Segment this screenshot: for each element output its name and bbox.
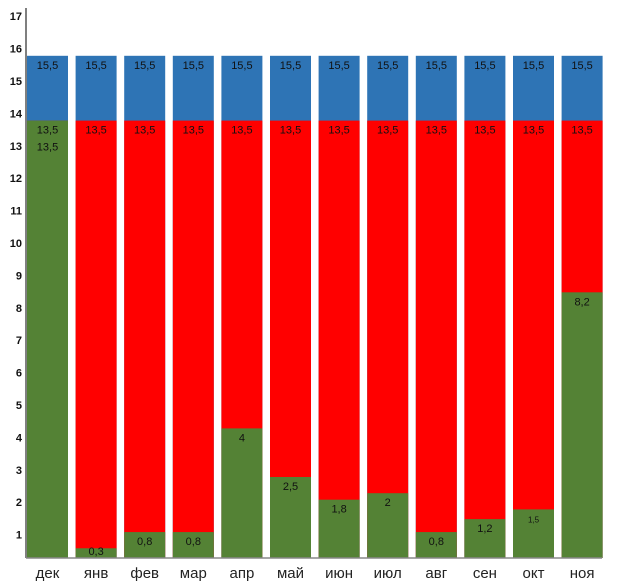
y-tick-label: 9 xyxy=(16,270,22,282)
bar-red-10 xyxy=(513,120,554,558)
y-tick-label: 17 xyxy=(10,11,22,23)
x-tick-label: апр xyxy=(229,565,254,582)
bar-green-9 xyxy=(464,519,506,558)
y-tick-label: 4 xyxy=(16,432,23,444)
bar-green-10 xyxy=(513,509,554,558)
data-label-red-11: 13,5 xyxy=(571,125,592,137)
data-label-green-4: 4 xyxy=(239,432,245,444)
data-label-blue-10: 15,5 xyxy=(523,60,544,72)
data-label-blue-5: 15,5 xyxy=(280,60,301,72)
data-label-blue-6: 15,5 xyxy=(328,60,349,72)
y-tick-label: 2 xyxy=(16,497,22,509)
bar-green-7 xyxy=(367,493,409,558)
data-label-blue-9: 15,5 xyxy=(474,60,495,72)
data-label-blue-4: 15,5 xyxy=(231,60,252,72)
x-tick-label: окт xyxy=(523,565,545,582)
x-tick-label: авг xyxy=(425,565,447,582)
data-label-blue-0: 15,5 xyxy=(37,60,58,72)
data-label-green-2: 0,8 xyxy=(137,536,152,548)
data-label-red-9: 13,5 xyxy=(474,125,495,137)
bar-red-9 xyxy=(464,120,506,558)
bar-red-8 xyxy=(415,120,457,558)
x-tick-label: июн xyxy=(325,565,353,582)
data-label-red-6: 13,5 xyxy=(328,125,349,137)
y-tick-label: 14 xyxy=(10,108,23,120)
y-tick-label: 11 xyxy=(10,206,22,218)
data-label-green-7: 2 xyxy=(385,497,391,509)
y-tick-label: 16 xyxy=(10,44,22,56)
y-tick-label: 15 xyxy=(10,76,22,88)
y-tick-label: 8 xyxy=(16,303,22,315)
data-label-blue-3: 15,5 xyxy=(183,60,204,72)
y-tick-label: 6 xyxy=(16,368,22,380)
data-label-red-8: 13,5 xyxy=(426,125,447,137)
data-label-green-10: 1,5 xyxy=(528,515,540,524)
y-tick-label: 12 xyxy=(10,173,22,185)
bar-red-2 xyxy=(124,120,166,558)
y-tick-label: 7 xyxy=(16,335,22,347)
bar-green-11 xyxy=(561,292,603,558)
data-label-red-1: 13,5 xyxy=(85,125,106,137)
bar-green-5 xyxy=(270,477,311,558)
data-label-green-9: 1,2 xyxy=(477,523,492,535)
x-tick-label: май xyxy=(277,565,304,582)
x-tick-label: янв xyxy=(84,565,108,582)
bar-red-1 xyxy=(75,120,117,558)
y-tick-label: 1 xyxy=(16,530,22,542)
bar-green-8 xyxy=(415,532,457,558)
data-label-red-10: 13,5 xyxy=(523,125,544,137)
y-tick-label: 13 xyxy=(10,141,22,153)
y-tick-label: 3 xyxy=(16,465,22,477)
bar-green-4 xyxy=(221,428,263,558)
y-tick-label: 10 xyxy=(10,238,22,250)
bar-red-6 xyxy=(318,120,360,558)
x-tick-label: фев xyxy=(130,565,159,582)
data-label-red-3: 13,5 xyxy=(183,125,204,137)
data-label-red-0: 13,5 xyxy=(37,125,58,137)
data-label-red-2: 13,5 xyxy=(134,125,155,137)
x-tick-label: сен xyxy=(473,565,497,582)
data-label-green-1: 0,3 xyxy=(88,546,103,558)
data-label-blue-8: 15,5 xyxy=(426,60,447,72)
data-label-blue-2: 15,5 xyxy=(134,60,155,72)
bar-green-3 xyxy=(172,532,214,558)
data-label-green-11: 8,2 xyxy=(574,296,589,308)
x-tick-label: дек xyxy=(36,565,60,582)
data-label-green-6: 1,8 xyxy=(331,504,346,516)
data-label-blue-1: 15,5 xyxy=(85,60,106,72)
data-label-red-7: 13,5 xyxy=(377,125,398,137)
bar-green-2 xyxy=(124,532,166,558)
data-label-red-4: 13,5 xyxy=(231,125,252,137)
data-label-green-3: 0,8 xyxy=(186,536,201,548)
data-label-green-0: 13,5 xyxy=(37,142,58,154)
data-label-green-8: 0,8 xyxy=(429,536,444,548)
data-label-red-5: 13,5 xyxy=(280,125,301,137)
bar-green-1 xyxy=(75,548,117,558)
y-tick-label: 5 xyxy=(16,400,22,412)
bar-green-0 xyxy=(27,120,68,558)
data-label-blue-11: 15,5 xyxy=(571,60,592,72)
x-tick-label: мар xyxy=(180,565,207,582)
data-label-green-5: 2,5 xyxy=(283,481,298,493)
bar-red-7 xyxy=(367,120,409,558)
data-label-blue-7: 15,5 xyxy=(377,60,398,72)
x-tick-label: июл xyxy=(374,565,402,582)
x-tick-label: ноя xyxy=(570,565,595,582)
bar-red-3 xyxy=(172,120,214,558)
bar-green-6 xyxy=(318,499,360,558)
